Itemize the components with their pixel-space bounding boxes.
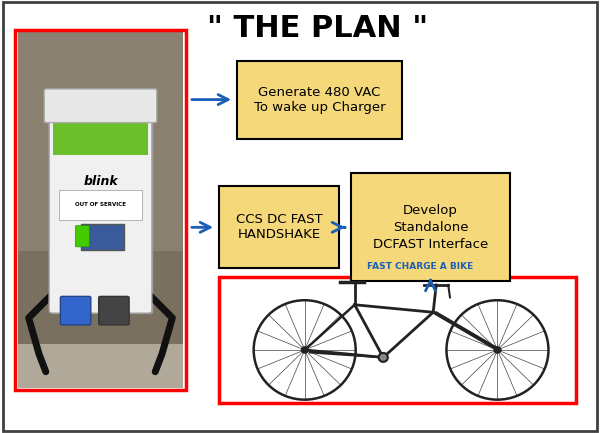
FancyBboxPatch shape [53,112,148,155]
FancyBboxPatch shape [219,277,576,403]
FancyBboxPatch shape [52,94,153,314]
FancyBboxPatch shape [18,344,183,388]
Text: FAST CHARGE A BIKE: FAST CHARGE A BIKE [367,262,473,271]
Text: Develop
Standalone
DCFAST Interface: Develop Standalone DCFAST Interface [373,204,488,251]
Ellipse shape [379,353,388,362]
FancyBboxPatch shape [351,173,510,281]
FancyBboxPatch shape [18,251,183,388]
Text: OUT OF SERVICE: OUT OF SERVICE [75,203,126,207]
Text: CCS DC FAST
HANDSHAKE: CCS DC FAST HANDSHAKE [236,213,322,241]
FancyBboxPatch shape [82,224,124,250]
FancyBboxPatch shape [59,190,142,220]
Ellipse shape [302,347,308,353]
FancyBboxPatch shape [76,226,89,247]
FancyBboxPatch shape [61,297,91,325]
FancyBboxPatch shape [237,61,402,139]
FancyBboxPatch shape [18,32,183,388]
FancyBboxPatch shape [98,297,129,325]
Ellipse shape [494,347,500,353]
Text: blink: blink [83,175,118,188]
FancyBboxPatch shape [49,92,152,313]
FancyBboxPatch shape [219,186,339,268]
Text: Generate 480 VAC
To wake up Charger: Generate 480 VAC To wake up Charger [254,86,385,113]
Text: " THE PLAN ": " THE PLAN " [208,14,428,42]
FancyBboxPatch shape [44,89,157,123]
